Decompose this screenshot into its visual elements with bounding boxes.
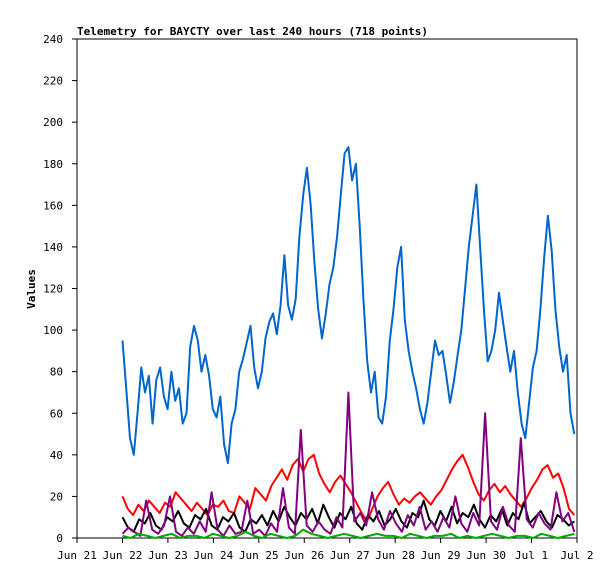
x-tick-label: Jul 2 — [560, 549, 593, 562]
x-tick-label: Jun 27 — [330, 549, 370, 562]
y-tick-label: 160 — [43, 199, 63, 212]
y-tick-label: 200 — [43, 116, 63, 129]
series-line-1 — [121, 146, 576, 465]
series-group — [121, 146, 576, 539]
x-tick-label: Jun 28 — [375, 549, 415, 562]
y-tick-label: 120 — [43, 283, 63, 296]
x-axis: Jun 21 Jun 22 Jun 23 Jun 24 Jun 25 Jun 26 Jun … — [57, 538, 594, 562]
x-tick-label: Jun 26 — [284, 549, 324, 562]
y-tick-label: 180 — [43, 158, 63, 171]
plot-frame — [76, 38, 578, 539]
x-tick-label: Jun 30 — [466, 549, 506, 562]
chart-title: Telemetry for BAYCTY over last 240 hours… — [77, 25, 428, 38]
y-tick-label: 240 — [43, 33, 63, 46]
y-tick-label: 40 — [50, 449, 63, 462]
y-tick-label: 220 — [43, 75, 63, 88]
y-axis-label: Values — [25, 269, 38, 309]
y-tick-label: 100 — [43, 324, 63, 337]
x-tick-label: Jun 22 — [103, 549, 143, 562]
series-line-5 — [122, 528, 575, 539]
y-tick-label: 80 — [50, 366, 63, 379]
y-tick-label: 140 — [43, 241, 63, 254]
x-tick-label: Jun 29 — [421, 549, 461, 562]
x-tick-label: Jun 25 — [239, 549, 279, 562]
x-tick-label: Jun 21 — [57, 549, 97, 562]
y-tick-label: 0 — [56, 532, 63, 545]
x-tick-label: Jul 1 — [515, 549, 548, 562]
series-line-3 — [121, 499, 575, 533]
series-line-2 — [121, 453, 576, 523]
x-tick-label: Jun 23 — [148, 549, 188, 562]
y-tick-label: 20 — [50, 490, 63, 503]
series-line-4 — [121, 391, 576, 537]
y-tick-label: 60 — [50, 407, 63, 420]
x-tick-label: Jun 24 — [193, 549, 233, 562]
y-axis: 0 20 40 60 80 100 120 140 160 180 200 220 240 — [43, 33, 77, 545]
